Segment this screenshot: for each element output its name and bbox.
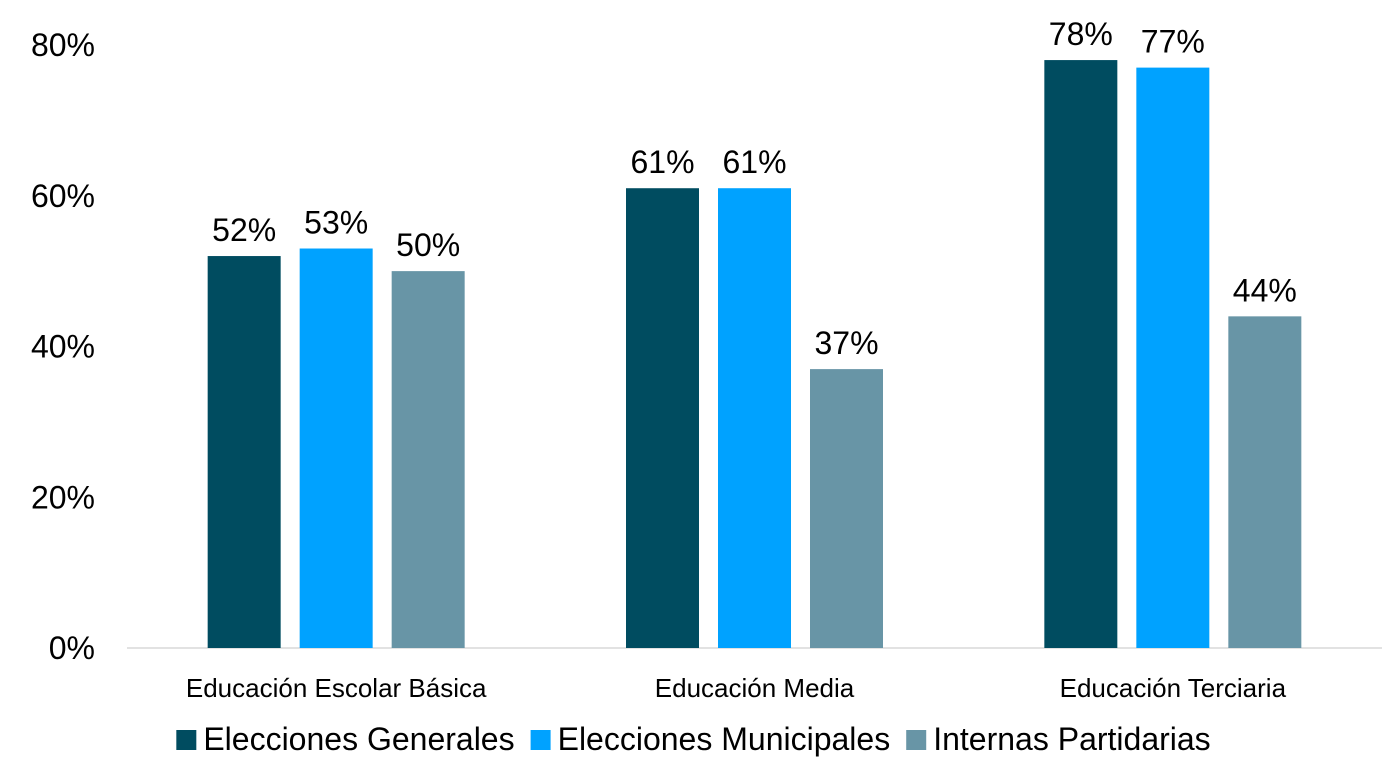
legend-swatch <box>530 730 551 750</box>
y-tick-label: 40% <box>31 329 95 365</box>
bar <box>207 256 281 648</box>
bar <box>391 271 465 648</box>
data-label: 44% <box>1233 272 1297 308</box>
data-label: 53% <box>304 205 368 241</box>
category-label: Educación Terciaria <box>1060 673 1287 703</box>
data-label: 61% <box>630 144 694 180</box>
category-label: Educación Media <box>655 673 855 703</box>
legend: Elecciones Generales Elecciones Municipal… <box>176 721 1211 757</box>
y-tick-label: 80% <box>31 27 95 63</box>
data-label: 77% <box>1141 24 1205 60</box>
data-label: 37% <box>814 325 878 361</box>
data-label: 52% <box>212 212 276 248</box>
legend-label: Internas Partidarias <box>933 721 1210 757</box>
bar <box>1136 67 1210 649</box>
legend-label: Elecciones Municipales <box>558 721 891 757</box>
bar <box>1044 60 1118 648</box>
bar <box>626 188 699 648</box>
legend-swatch <box>906 730 927 750</box>
y-axis-ticks: 0% 20% 40% 60% 80% <box>31 27 95 666</box>
data-labels-group: 52% 53% 50% 61% 61% 37% 78% 77% 44% <box>212 16 1297 361</box>
legend-label: Elecciones Generales <box>203 721 514 757</box>
category-labels-group: Educación Escolar Básica Educación Media E… <box>186 673 1287 703</box>
bar <box>810 369 883 648</box>
data-label: 61% <box>722 144 786 180</box>
bars-group <box>207 60 1302 649</box>
y-tick-label: 0% <box>49 630 95 666</box>
bar <box>1228 316 1302 648</box>
category-label: Educación Escolar Básica <box>186 673 487 703</box>
y-tick-label: 60% <box>31 178 95 214</box>
bar <box>299 248 373 648</box>
legend-swatch <box>176 730 197 750</box>
bar <box>718 188 791 648</box>
data-label: 50% <box>396 227 460 263</box>
data-label: 78% <box>1049 16 1113 52</box>
y-tick-label: 20% <box>31 479 95 515</box>
